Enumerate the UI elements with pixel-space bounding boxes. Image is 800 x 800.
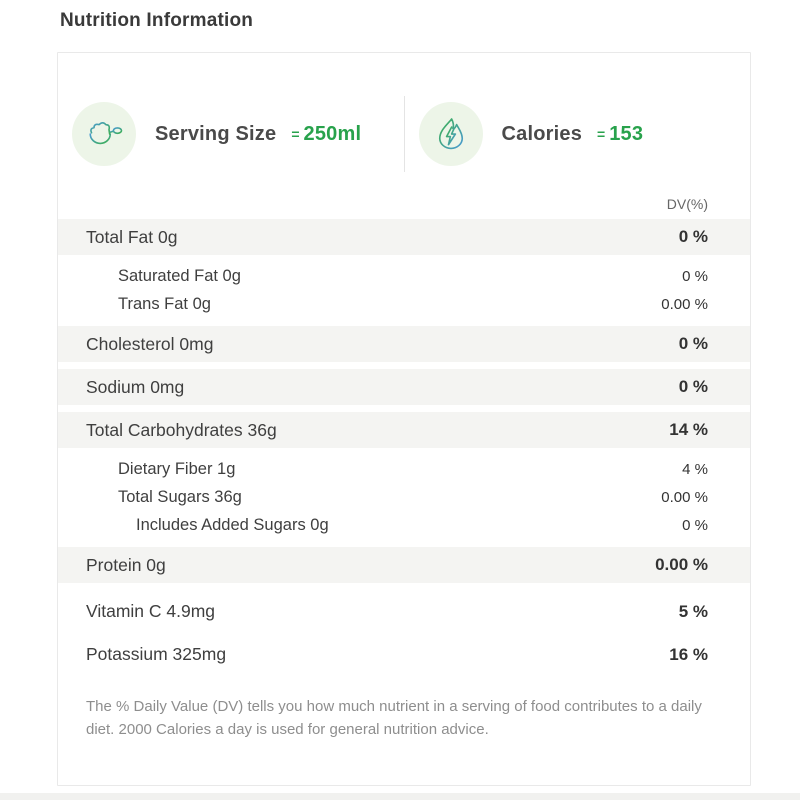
row-dv-value: 0 % <box>682 516 708 534</box>
dv-percent-header: DV(%) <box>666 196 708 212</box>
row-label: Dietary Fiber 1g <box>118 459 236 478</box>
serving-size-equals: = <box>291 126 300 142</box>
table-row-added-sugars: Includes Added Sugars 0g 0 % <box>58 511 750 539</box>
row-label: Trans Fat 0g <box>118 294 211 313</box>
row-label: Total Carbohydrates 36g <box>86 419 277 440</box>
row-dv-value: 16 % <box>669 644 708 664</box>
row-dv-value: 0 % <box>678 227 708 246</box>
row-label: Total Fat 0g <box>86 226 178 247</box>
header-divider <box>403 96 405 172</box>
serving-size-item: Serving Size = 250ml <box>58 96 404 172</box>
row-label: Vitamin C 4.9mg <box>86 601 216 621</box>
table-row-saturated-fat: Saturated Fat 0g 0 % <box>58 262 750 290</box>
nutrition-card: Serving Size = 250ml C <box>57 52 751 786</box>
measuring-cup-icon <box>89 121 123 145</box>
table-row-dietary-fiber: Dietary Fiber 1g 4 % <box>58 455 750 483</box>
table-row-protein: Protein 0g 0.00 % <box>58 547 750 583</box>
calories-icon-circle <box>418 102 483 166</box>
row-label: Protein 0g <box>86 554 166 575</box>
nutrition-summary-header: Serving Size = 250ml C <box>58 53 750 172</box>
daily-value-footnote: The % Daily Value (DV) tells you how muc… <box>86 698 702 738</box>
calories-item: Calories = 153 <box>405 96 751 172</box>
row-dv-value: 0 % <box>678 334 708 353</box>
row-dv-value: 0 % <box>682 267 708 285</box>
row-dv-value: 4 % <box>682 460 708 478</box>
row-label: Sodium 0mg <box>86 376 185 397</box>
row-dv-value: 14 % <box>669 420 708 439</box>
serving-size-icon-circle <box>72 102 136 166</box>
row-dv-value: 0.00 % <box>661 488 708 506</box>
serving-size-label: Serving Size <box>155 122 277 145</box>
row-label: Cholesterol 0mg <box>86 333 214 354</box>
serving-size-value: 250ml <box>303 122 362 145</box>
table-row-total-sugars: Total Sugars 36g 0.00 % <box>58 483 750 511</box>
row-dv-value: 0.00 % <box>655 555 708 574</box>
calories-label: Calories <box>501 122 583 145</box>
row-label: Total Sugars 36g <box>118 487 242 506</box>
row-label: Includes Added Sugars 0g <box>136 515 329 534</box>
table-row-trans-fat: Trans Fat 0g 0.00 % <box>58 290 750 318</box>
row-label: Potassium 325mg <box>86 644 227 664</box>
flame-energy-icon <box>438 118 463 150</box>
nutrient-table: Total Fat 0g 0 % Saturated Fat 0g 0 % Tr… <box>58 219 750 676</box>
bottom-section-edge <box>0 793 800 800</box>
row-label: Saturated Fat 0g <box>118 266 241 285</box>
table-row-potassium: Potassium 325mg 16 % <box>58 633 750 676</box>
row-dv-value: 0.00 % <box>661 295 708 313</box>
table-row-total-fat: Total Fat 0g 0 % <box>58 219 750 255</box>
row-dv-value: 5 % <box>678 601 708 621</box>
page-title: Nutrition Information <box>60 10 254 31</box>
table-row-vitamin-c: Vitamin C 4.9mg 5 % <box>58 590 750 633</box>
calories-value: 153 <box>609 122 644 145</box>
table-row-sodium: Sodium 0mg 0 % <box>58 369 750 405</box>
table-row-cholesterol: Cholesterol 0mg 0 % <box>58 326 750 362</box>
table-row-total-carbohydrates: Total Carbohydrates 36g 14 % <box>58 412 750 448</box>
calories-equals: = <box>597 126 606 142</box>
row-dv-value: 0 % <box>678 377 708 396</box>
